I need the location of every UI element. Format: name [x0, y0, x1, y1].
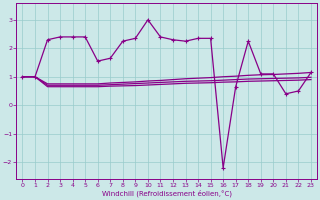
X-axis label: Windchill (Refroidissement éolien,°C): Windchill (Refroidissement éolien,°C): [102, 190, 232, 197]
